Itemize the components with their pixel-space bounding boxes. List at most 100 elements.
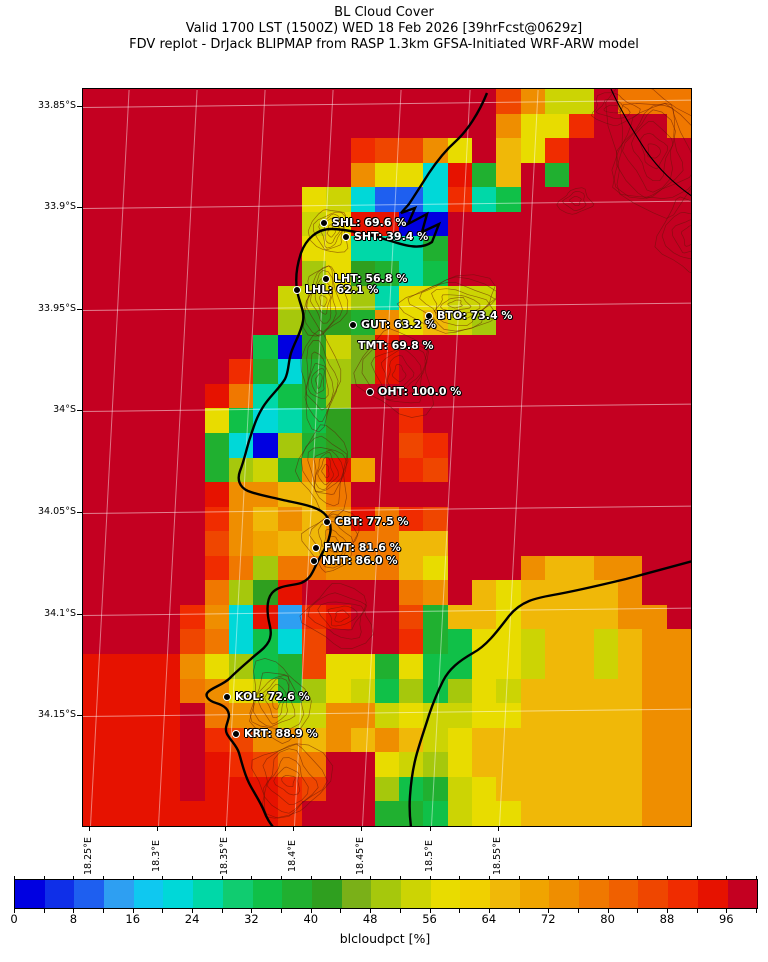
heatmap-cell [155,211,181,237]
heatmap-cell [301,752,327,777]
heatmap-cell [228,89,254,114]
heatmap-cell [520,285,546,311]
heatmap-cell [569,285,594,311]
heatmap-cell [253,727,278,753]
colorbar-tick-mark [370,876,372,880]
heatmap-cell [666,359,691,384]
contour-ring [270,692,283,710]
heatmap-cell [204,383,229,409]
heatmap-cell [447,555,473,581]
colorbar-segment [193,880,223,908]
x-tick-label: 18.5°E [424,840,435,872]
heatmap-cell [545,285,570,311]
contour-ring [407,276,497,332]
colorbar [14,879,758,909]
heatmap-cell [666,408,691,433]
heatmap-cell [447,408,473,433]
heatmap-cell [593,752,619,777]
colorbar-segment [222,880,253,908]
heatmap-cell [447,776,473,802]
heatmap-cell [350,457,375,483]
heatmap-cell [350,236,375,261]
heatmap-cell [277,555,302,581]
heatmap-cell [155,482,181,507]
heatmap-cell [277,703,302,728]
heatmap-cell [374,727,400,753]
contour-ring [396,274,499,334]
heatmap-cell [253,162,278,188]
colorbar-tick-label: 80 [600,912,615,926]
heatmap-cell [593,482,619,507]
heatmap-cell [569,482,594,507]
heatmap-cell [642,482,667,507]
heatmap-cell [666,236,691,261]
heatmap-cell [618,629,643,655]
heatmap-cell [277,629,302,655]
heatmap-cell [520,506,546,532]
x-tick-label: 18.4°E [287,840,298,872]
heatmap-cell [326,727,351,753]
heatmap-cell [545,555,570,581]
heatmap-cell [447,334,473,360]
heatmap-cell [131,678,156,704]
contour-ring [595,98,631,120]
heatmap-cell [155,432,181,458]
heatmap-cell [374,629,400,655]
contour-ring [317,601,365,631]
colorbar-tick-mark [73,876,75,880]
heatmap-cell [204,236,229,261]
heatmap-cell [666,752,691,777]
false-bay-coast-path [408,560,691,826]
contour-ring [327,224,336,238]
heatmap-cell [131,359,156,384]
heatmap-cell [107,531,132,556]
heatmap-cell [228,211,254,237]
heatmap-cell [593,187,619,212]
heatmap-cell [228,310,254,335]
heatmap-cell [520,334,546,360]
heatmap-cell [301,162,327,188]
heatmap-cell [545,482,570,507]
heatmap-cell [301,629,327,655]
heatmap-cell [618,408,643,433]
heatmap-cell [155,506,181,532]
colorbar-tick-mark [340,876,342,880]
heatmap-cell [155,801,181,826]
heatmap-cell [666,629,691,655]
contour-ring [327,605,358,627]
heatmap-cell [472,555,497,581]
colorbar-tick-label: 88 [659,912,675,926]
heatmap-cell [496,236,521,261]
heatmap-cell [374,432,400,458]
heatmap-cell [253,432,278,458]
colorbar-tick-label: 8 [69,912,78,926]
heatmap-cell [107,162,132,188]
heatmap-cell [301,776,327,802]
contour-ring [435,294,481,314]
heatmap-cell [520,211,546,237]
heatmap-cell [131,629,156,655]
heatmap-cell [83,89,108,114]
heatmap-cell [253,260,278,286]
heatmap-cell [350,703,375,728]
colorbar-tick-mark [726,908,728,913]
heatmap-cell [618,285,643,311]
heatmap-cell [423,113,448,139]
heatmap-cell [374,678,400,704]
colorbar-tick-mark [518,908,520,913]
heatmap-cell [496,727,521,753]
heatmap-cell [545,260,570,286]
heatmap-cell [423,89,448,114]
heatmap-cell [131,801,156,826]
heatmap-cell [83,678,108,704]
heatmap-cell [301,89,327,114]
terrain-and-coastline-layer [205,89,691,826]
contour-ring [556,187,595,215]
colorbar-tick-label: 56 [422,912,437,926]
heatmap-cell [131,727,156,753]
heatmap-cell [180,580,205,605]
heatmap-cell [520,752,546,777]
heatmap-cell [326,138,351,163]
heatmap-cell [83,383,108,409]
heatmap-cell [228,580,254,605]
